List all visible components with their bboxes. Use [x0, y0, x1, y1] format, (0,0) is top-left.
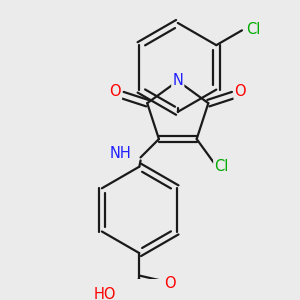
Text: O: O — [164, 277, 176, 292]
Text: Cl: Cl — [246, 22, 260, 37]
Text: HO: HO — [93, 287, 116, 300]
Text: O: O — [110, 84, 121, 99]
Text: Cl: Cl — [214, 159, 229, 174]
Text: O: O — [235, 84, 246, 99]
Text: NH: NH — [110, 146, 131, 161]
Text: N: N — [172, 74, 183, 88]
